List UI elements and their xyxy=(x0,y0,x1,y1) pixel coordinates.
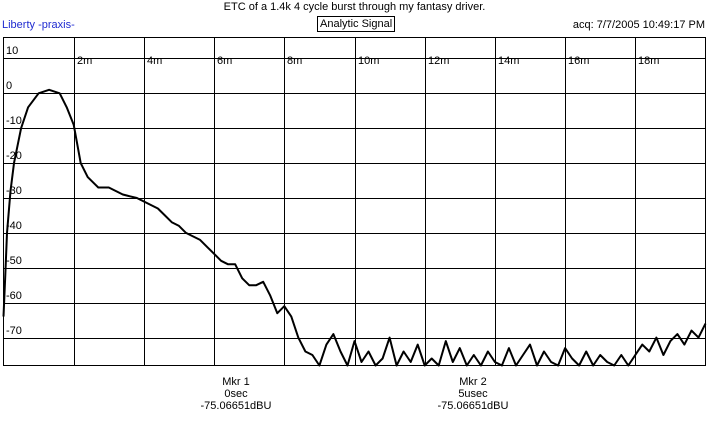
analytic-signal-label: Analytic Signal xyxy=(317,16,396,32)
y-tick-label: 0 xyxy=(6,80,12,92)
x-tick-label: 8m xyxy=(287,55,302,67)
y-tick-label: -10 xyxy=(6,115,22,127)
x-tick-label: 4m xyxy=(147,55,162,67)
x-tick-label: 2m xyxy=(77,55,92,67)
x-tick-label: 6m xyxy=(217,55,232,67)
y-tick-label: -40 xyxy=(6,220,22,232)
x-tick-label: 18m xyxy=(638,55,659,67)
plot-grid xyxy=(3,37,706,366)
x-tick-label: 10m xyxy=(358,55,379,67)
app-label: Liberty -praxis- xyxy=(2,19,75,31)
marker-2-level: -75.06651dBU xyxy=(437,400,509,412)
chart-title: ETC of a 1.4k 4 cycle burst through my f… xyxy=(223,1,486,13)
acquisition-timestamp: acq: 7/7/2005 10:49:17 PM xyxy=(572,19,705,31)
y-tick-label: -50 xyxy=(6,255,22,267)
y-tick-label: -30 xyxy=(6,185,22,197)
y-tick-label: -60 xyxy=(6,290,22,302)
marker-2-name: Mkr 2 xyxy=(459,376,487,388)
x-tick-labels: 2m 4m 6m 8m 10m 12m 14m 16m 18m xyxy=(77,55,659,67)
marker-2-time: 5usec xyxy=(458,388,488,400)
etc-trace xyxy=(2,88,707,367)
y-tick-label: 10 xyxy=(6,45,18,57)
plot-frame xyxy=(3,37,706,366)
marker-1-time: 0sec xyxy=(224,388,248,400)
x-tick-label: 16m xyxy=(568,55,589,67)
y-tick-label: -70 xyxy=(6,325,22,337)
y-tick-label: -20 xyxy=(6,150,22,162)
x-tick-label: 14m xyxy=(498,55,519,67)
marker-1-readout: Mkr 1 0sec -75.06651dBU xyxy=(176,376,296,412)
marker-1-name: Mkr 1 xyxy=(222,376,250,388)
marker-1-level: -75.06651dBU xyxy=(200,400,272,412)
x-tick-label: 12m xyxy=(428,55,449,67)
marker-2-readout: Mkr 2 5usec -75.06651dBU xyxy=(413,376,533,412)
